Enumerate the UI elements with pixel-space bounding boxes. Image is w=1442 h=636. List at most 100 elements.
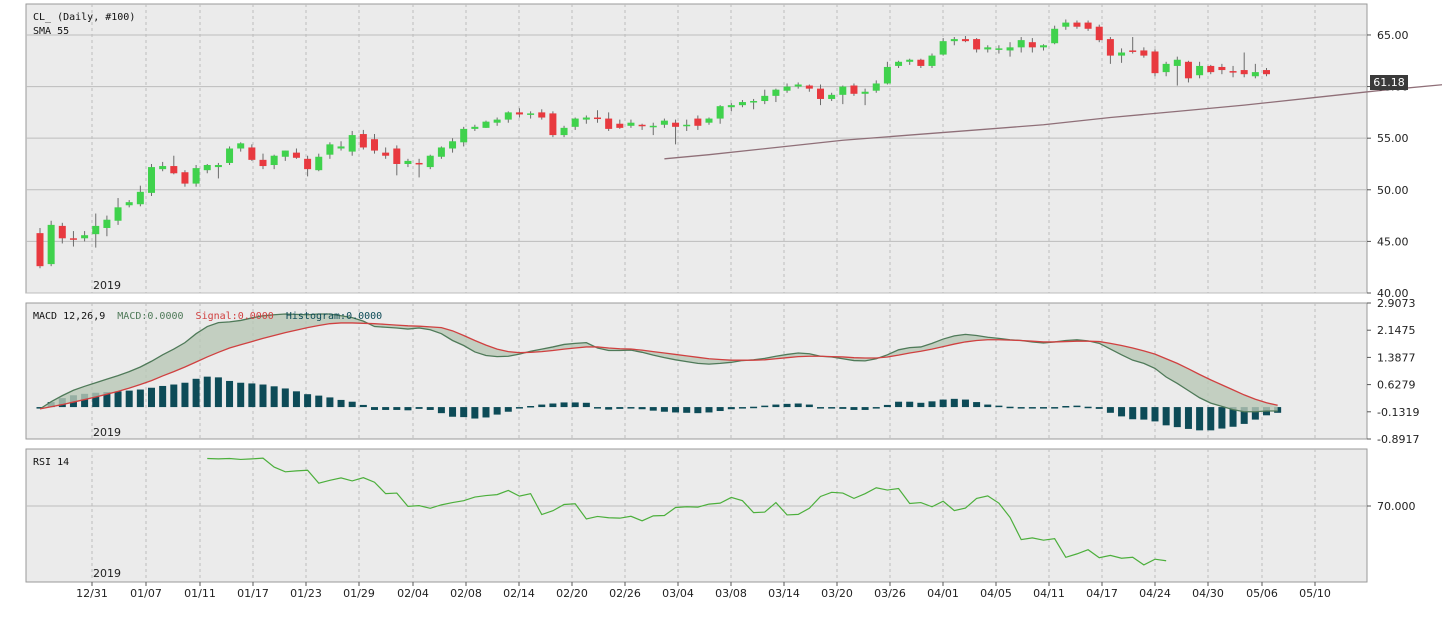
candle	[170, 155, 178, 175]
x-tick-label: 03/08	[715, 587, 747, 600]
candle	[393, 145, 401, 176]
candle-body	[437, 147, 445, 157]
candle	[81, 231, 89, 242]
candle-body	[371, 139, 378, 151]
candle	[1106, 37, 1114, 64]
candle	[237, 142, 245, 152]
candles	[36, 19, 1270, 269]
macd-value-label: MACD:0.0000	[117, 311, 183, 322]
signal-value-label: Signal:0.0000	[196, 311, 274, 322]
candle-body	[259, 159, 267, 167]
candle	[471, 124, 479, 131]
candle-body	[1173, 59, 1181, 66]
candle	[315, 153, 323, 172]
candle-body	[1240, 70, 1248, 75]
histogram-bar	[872, 407, 880, 409]
histogram-bar	[337, 399, 345, 408]
candle-body	[638, 124, 646, 127]
candle	[694, 115, 702, 130]
histogram-bar	[103, 392, 111, 408]
candle	[672, 119, 680, 145]
candle-body	[828, 94, 836, 99]
candle-body	[415, 162, 423, 165]
histogram-bar	[716, 407, 724, 412]
rsi-panel[interactable]	[25, 448, 1368, 583]
candle-body	[125, 202, 133, 206]
candle	[950, 37, 958, 46]
price-indicator-label: SMA 55	[33, 26, 69, 37]
candle	[961, 35, 969, 43]
histogram-bar	[81, 393, 89, 408]
macd-signal-fill	[40, 314, 1278, 412]
histogram-bar	[259, 384, 267, 408]
candle-body	[883, 66, 891, 84]
x-tick-label: 03/14	[768, 587, 800, 600]
candle-body	[783, 86, 791, 91]
histogram-bar	[1095, 407, 1103, 409]
signal-line	[39, 322, 1278, 410]
x-tick-label: 02/08	[450, 587, 482, 600]
x-tick-label: 01/23	[290, 587, 322, 600]
histogram-bar	[1218, 407, 1226, 429]
candle	[1118, 48, 1126, 63]
candle-body	[493, 119, 501, 123]
candle	[549, 111, 557, 138]
histogram-bar	[504, 407, 512, 412]
histogram-bar	[1207, 407, 1215, 431]
histogram-bar	[660, 407, 668, 412]
candle	[337, 141, 345, 151]
candle-body	[281, 150, 289, 157]
histogram-bar	[393, 407, 401, 410]
histogram-bar	[761, 405, 769, 408]
candle	[482, 120, 490, 128]
histogram-bar	[672, 407, 680, 413]
candle-body	[337, 146, 345, 149]
macd-params: MACD 12,26,9	[33, 311, 105, 322]
candle	[326, 142, 334, 159]
candle-body	[148, 167, 155, 193]
candle	[226, 146, 234, 166]
histogram-bar	[292, 391, 300, 408]
candle	[493, 117, 501, 126]
candle	[36, 227, 44, 269]
candle	[917, 58, 925, 68]
candle-body	[449, 141, 457, 149]
histogram-bar	[895, 401, 903, 408]
candle-body	[1028, 42, 1036, 48]
candle	[515, 108, 523, 118]
candle	[683, 119, 691, 131]
histogram-bar	[348, 401, 356, 408]
candle-body	[482, 121, 490, 128]
candle	[895, 60, 903, 68]
candle-body	[1017, 40, 1025, 48]
candle	[1162, 61, 1170, 77]
candle	[538, 109, 546, 120]
candle	[828, 92, 836, 102]
sma55-polyline	[664, 84, 1442, 160]
histogram-bar	[549, 403, 557, 408]
histogram-bar	[181, 382, 189, 408]
price-y-tick-label: 40.00	[1377, 287, 1409, 300]
candle-body	[616, 123, 624, 128]
candle-body	[761, 95, 769, 102]
x-tick-label: 04/05	[980, 587, 1012, 600]
macd-y-tick-label: 0.6279	[1377, 379, 1416, 392]
candle-body	[861, 91, 869, 94]
last-price-tag-bg	[1370, 75, 1408, 90]
x-tick-label: 02/20	[556, 587, 588, 600]
histogram-bar	[694, 407, 702, 414]
candle-body	[248, 147, 256, 160]
candle-body	[504, 112, 512, 120]
candle	[995, 45, 1003, 54]
x-tick-label: 04/17	[1086, 587, 1118, 600]
candle-body	[426, 155, 434, 168]
histogram-bar	[783, 403, 791, 408]
candle	[738, 99, 746, 108]
candle	[1151, 49, 1159, 77]
histogram-bar	[582, 402, 590, 408]
candle-body	[292, 152, 300, 158]
histogram-bar	[850, 407, 858, 410]
candle	[1240, 52, 1248, 78]
